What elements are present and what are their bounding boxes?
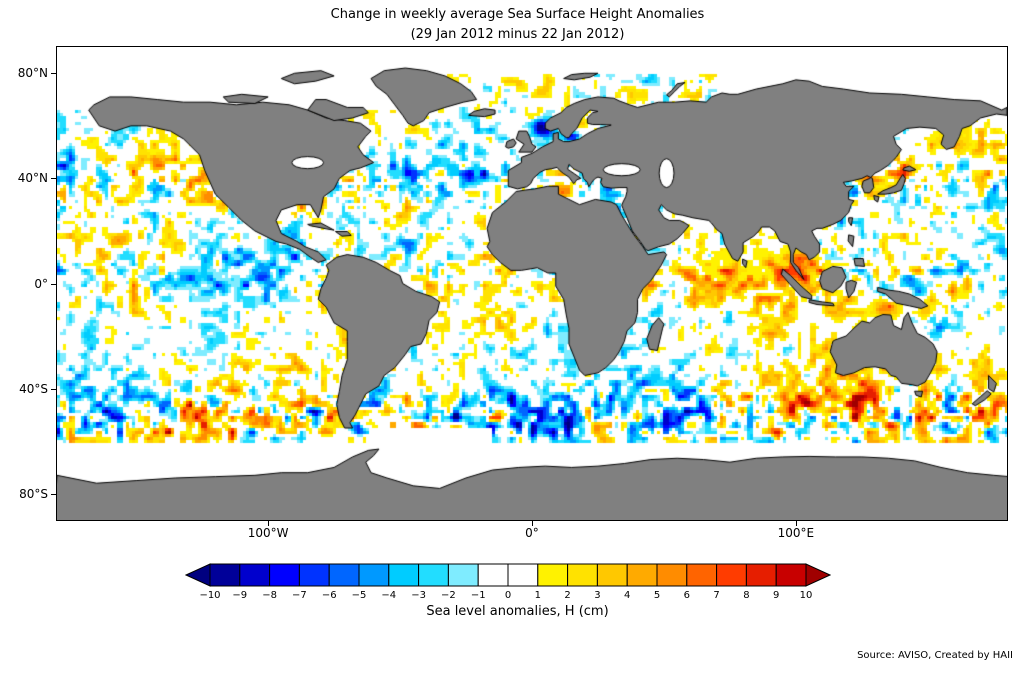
colorbar-tick-label: −2: [441, 590, 456, 601]
colorbar-right-arrow: [805, 563, 832, 587]
axis-tick: [268, 521, 270, 526]
colorbar-segment: [537, 563, 569, 587]
colorbar-segment: [328, 563, 360, 587]
y-axis-tick-label: 40°N: [17, 171, 48, 186]
colorbar-svg: [184, 563, 832, 587]
x-axis-tick-label: 0°: [525, 526, 539, 540]
colorbar-tick-label: −8: [262, 590, 277, 601]
colorbar: [184, 563, 832, 587]
colorbar-segment: [775, 563, 807, 587]
colorbar-tick-label: −3: [411, 590, 426, 601]
colorbar-tick-label: 5: [653, 590, 661, 601]
colorbar-tick-label: 8: [743, 590, 750, 601]
colorbar-segment: [596, 563, 628, 587]
colorbar-tick-label: 0: [504, 590, 512, 601]
colorbar-segment: [358, 563, 390, 587]
colorbar-segment: [686, 563, 718, 587]
colorbar-segment: [239, 563, 271, 587]
y-axis-tick-label: 40°S: [19, 381, 48, 396]
colorbar-segment: [269, 563, 300, 587]
colorbar-tick-label: −4: [381, 590, 397, 601]
colorbar-tick-label: 4: [624, 590, 631, 601]
map-plot: [56, 46, 1008, 521]
colorbar-segment: [209, 563, 241, 587]
axis-tick: [51, 73, 56, 75]
colorbar-segment: [477, 563, 509, 587]
y-axis-tick-label: 0°: [34, 276, 48, 291]
colorbar-segment: [298, 563, 330, 587]
colorbar-tick-label: −10: [199, 590, 221, 601]
figure-title: Change in weekly average Sea Surface Hei…: [330, 7, 705, 22]
colorbar-tick-label: 7: [713, 590, 720, 601]
axis-tick: [51, 493, 56, 495]
colorbar-segment: [447, 563, 479, 587]
figure-subtitle: (29 Jan 2012 minus 22 Jan 2012): [410, 27, 625, 42]
colorbar-segment: [745, 563, 777, 587]
colorbar-tick-label: 3: [594, 590, 601, 601]
source-credit: Source: AVISO, Created by HAII: [857, 650, 1013, 661]
colorbar-tick-label: −5: [351, 590, 367, 601]
colorbar-tick-label: −7: [292, 590, 307, 601]
colorbar-tick-label: −1: [470, 590, 486, 601]
axis-tick: [51, 388, 56, 390]
world-map-canvas: [57, 47, 1007, 520]
colorbar-label: Sea level anomalies, H (cm): [426, 604, 609, 619]
colorbar-segment: [656, 563, 688, 587]
colorbar-tick-label: 10: [799, 590, 813, 601]
colorbar-segment: [388, 563, 420, 587]
colorbar-segment: [626, 563, 658, 587]
colorbar-segment: [567, 563, 598, 587]
colorbar-segment: [418, 563, 449, 587]
x-axis-tick-label: 100°W: [247, 526, 289, 540]
axis-tick: [532, 521, 533, 526]
colorbar-segment: [716, 563, 747, 587]
axis-tick: [51, 178, 56, 180]
colorbar-tick-label: −9: [232, 590, 248, 601]
colorbar-segment: [507, 563, 539, 587]
colorbar-tick-label: 2: [564, 590, 571, 601]
colorbar-tick-label: 9: [773, 590, 780, 601]
y-axis-tick-label: 80°S: [19, 486, 48, 501]
y-axis-tick-label: 80°N: [17, 66, 48, 81]
colorbar-tick-label: 1: [534, 590, 541, 601]
axis-tick: [795, 521, 797, 526]
x-axis-tick-label: 100°E: [777, 526, 815, 540]
colorbar-tick-label: −6: [321, 590, 337, 601]
axis-tick: [51, 283, 56, 285]
colorbar-left-arrow: [184, 563, 211, 587]
colorbar-tick-label: 6: [683, 590, 690, 601]
